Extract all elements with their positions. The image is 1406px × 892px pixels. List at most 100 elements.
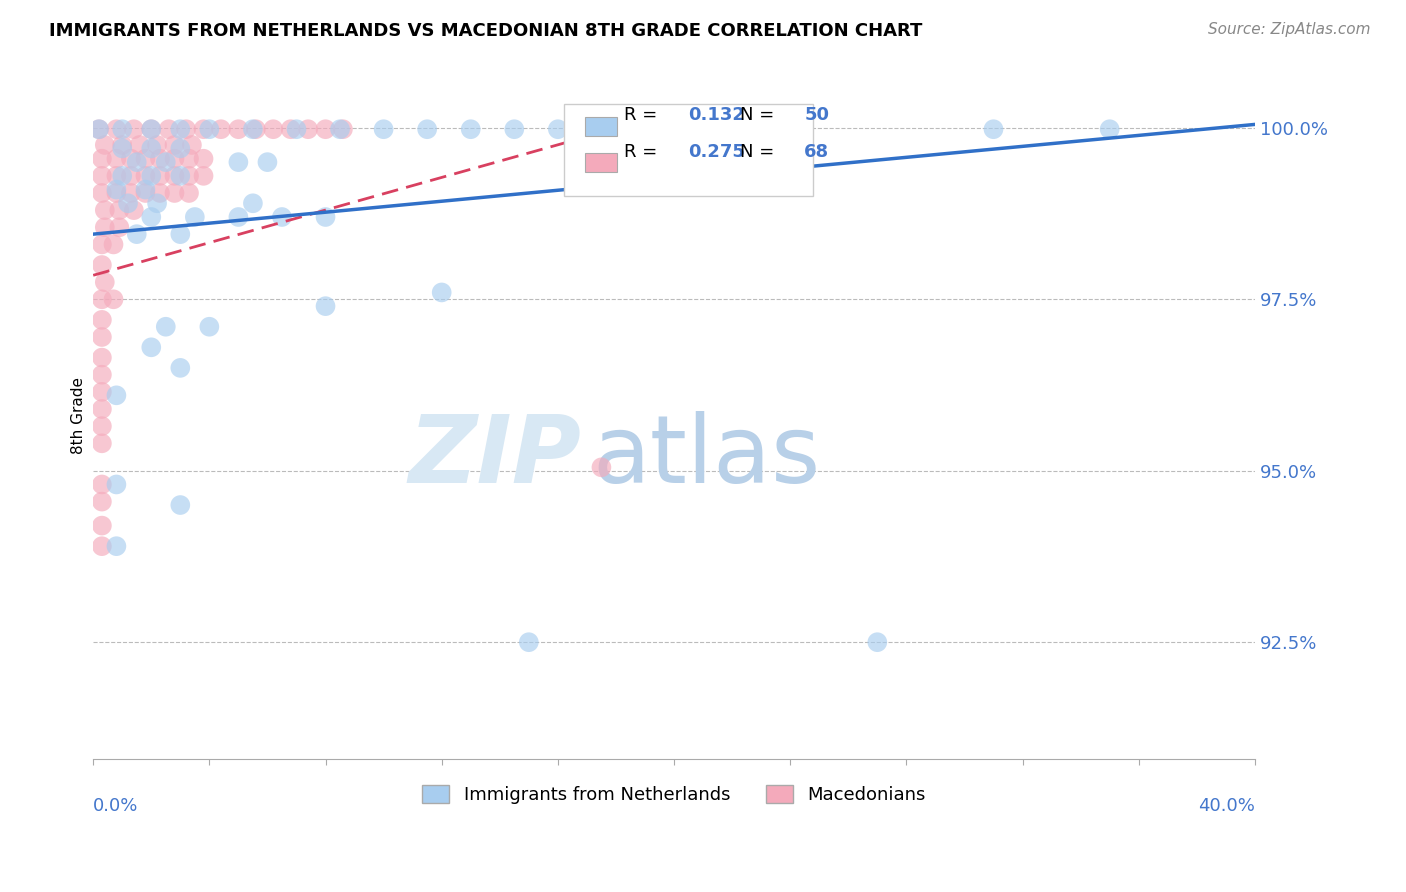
Point [125, 227, 148, 241]
Point [1098, 122, 1121, 136]
Point [141, 169, 163, 183]
Point [90, 539, 112, 553]
Point [90, 237, 112, 252]
Point [90, 293, 112, 307]
Point [90, 436, 112, 450]
Point [141, 210, 163, 224]
Point [90, 186, 112, 200]
Text: 0.0%: 0.0% [93, 797, 139, 814]
Point [198, 319, 221, 334]
Point [163, 152, 186, 166]
Point [87, 122, 110, 136]
Text: IMMIGRANTS FROM NETHERLANDS VS MACEDONIAN 8TH GRADE CORRELATION CHART: IMMIGRANTS FROM NETHERLANDS VS MACEDONIA… [49, 22, 922, 40]
Point [315, 210, 337, 224]
Point [517, 635, 540, 649]
Text: N =: N = [740, 143, 780, 161]
Point [90, 384, 112, 399]
Point [90, 477, 112, 491]
Point [122, 203, 145, 218]
Point [193, 122, 215, 136]
Text: ZIP: ZIP [408, 411, 581, 503]
Point [125, 155, 148, 169]
Point [547, 122, 569, 136]
Point [271, 210, 294, 224]
Point [103, 237, 125, 252]
Point [111, 141, 134, 155]
Y-axis label: 8th Grade: 8th Grade [72, 377, 86, 454]
Point [105, 183, 128, 197]
Point [242, 122, 264, 136]
Point [90, 402, 112, 417]
Point [94, 220, 117, 235]
Point [198, 122, 221, 136]
Point [111, 169, 134, 183]
Point [177, 169, 200, 183]
Point [146, 138, 169, 153]
FancyBboxPatch shape [564, 103, 814, 196]
Point [90, 313, 112, 327]
Text: 50: 50 [804, 106, 830, 124]
Point [141, 340, 163, 354]
Point [262, 122, 284, 136]
Point [155, 319, 177, 334]
Text: 68: 68 [804, 143, 830, 161]
Point [285, 122, 308, 136]
Point [169, 360, 191, 375]
Point [228, 155, 250, 169]
Point [134, 169, 156, 183]
Point [297, 122, 319, 136]
Point [90, 368, 112, 382]
Point [332, 122, 354, 136]
Point [181, 138, 204, 153]
Text: 40.0%: 40.0% [1198, 797, 1256, 814]
Point [416, 122, 439, 136]
Text: N =: N = [740, 106, 780, 124]
Point [503, 122, 526, 136]
Point [169, 169, 191, 183]
Point [94, 275, 117, 289]
Point [329, 122, 352, 136]
Point [94, 203, 117, 218]
Point [256, 155, 278, 169]
Point [779, 122, 801, 136]
Point [90, 152, 112, 166]
Point [134, 186, 156, 200]
Point [169, 498, 191, 512]
Point [105, 169, 128, 183]
Point [209, 122, 232, 136]
Point [149, 186, 172, 200]
Point [134, 152, 156, 166]
Point [120, 186, 142, 200]
Point [184, 210, 207, 224]
Point [228, 122, 250, 136]
FancyBboxPatch shape [585, 117, 617, 136]
Point [373, 122, 395, 136]
Point [90, 169, 112, 183]
Point [105, 186, 128, 200]
Point [141, 122, 163, 136]
Point [591, 460, 613, 475]
Point [169, 141, 191, 155]
Point [90, 419, 112, 434]
Text: 0.132: 0.132 [688, 106, 745, 124]
Text: R =: R = [624, 106, 664, 124]
Point [105, 388, 128, 402]
Point [120, 152, 142, 166]
Point [163, 138, 186, 153]
Point [193, 152, 215, 166]
Point [105, 152, 128, 166]
Point [105, 122, 128, 136]
Point [315, 122, 337, 136]
Point [134, 183, 156, 197]
Point [866, 635, 889, 649]
Point [163, 169, 186, 183]
Point [174, 122, 197, 136]
Point [177, 152, 200, 166]
Point [141, 122, 163, 136]
Point [193, 169, 215, 183]
Point [169, 227, 191, 241]
Point [90, 258, 112, 272]
Point [157, 122, 180, 136]
Text: Source: ZipAtlas.com: Source: ZipAtlas.com [1208, 22, 1371, 37]
Point [105, 477, 128, 491]
